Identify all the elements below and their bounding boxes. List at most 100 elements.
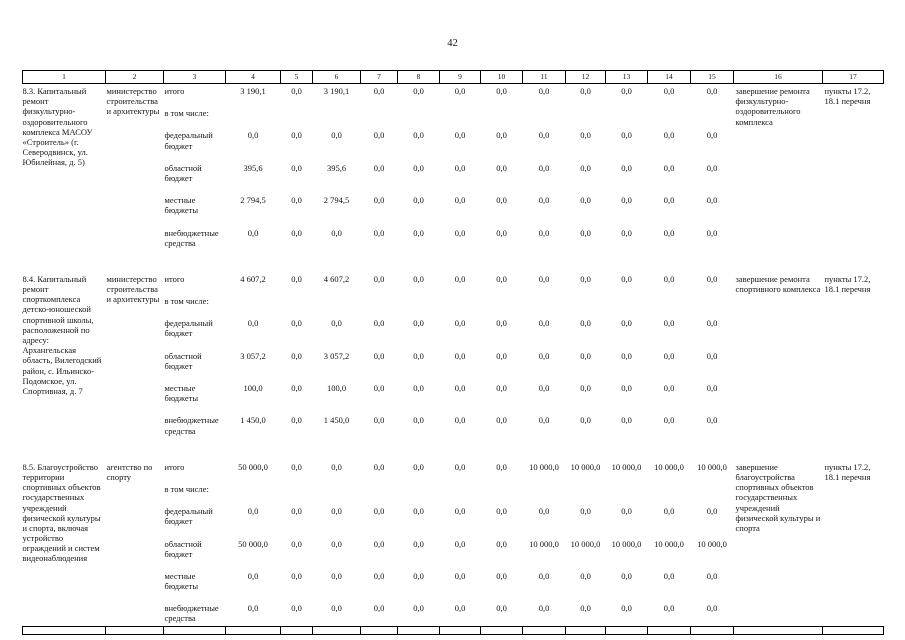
amount-cell: 0,0: [580, 162, 591, 173]
amount-cell: [691, 294, 734, 316]
expected-result-cell: завершение ремонта спортивного комплекса: [735, 273, 821, 295]
table-body: 8.3. Капитальный ремонт физкультурно-озд…: [23, 84, 884, 640]
amount-cell: 0,0: [663, 227, 675, 238]
budget-source-label: внебюджетные средства: [164, 415, 219, 436]
column-number-header: 12: [565, 70, 606, 84]
table-row: местные бюджеты 100,0 0,0 100,0 0,0 0,0 0,0 0,0…: [23, 381, 884, 413]
amount-cell: [523, 106, 566, 128]
table-row: в том числе:: [23, 106, 884, 128]
budget-source-label: федеральный бюджет: [164, 130, 213, 151]
empty-cell: [439, 626, 481, 635]
amount-cell: [313, 106, 361, 128]
amount-cell: [398, 294, 440, 316]
budget-source-label: местные бюджеты: [164, 383, 199, 404]
amount-cell: 0,0: [291, 538, 302, 549]
amount-cell: 50 000,0: [238, 461, 268, 472]
budget-source-label: внебюджетные средства: [164, 603, 219, 624]
amount-cell: 0,0: [580, 570, 591, 581]
amount-cell: 3 190,1: [323, 86, 350, 96]
amount-cell: 0,0: [621, 195, 632, 206]
amount-cell: 0,0: [291, 461, 302, 472]
amount-cell: 0,0: [413, 195, 424, 206]
expected-result-cell: завершение благоустройства спортивных об…: [735, 461, 821, 533]
column-number-header: 9: [439, 70, 481, 84]
table-row: в том числе:: [23, 294, 884, 316]
amount-cell: 0,0: [454, 273, 466, 284]
amount-cell: [481, 294, 523, 316]
amount-cell: 0,0: [580, 227, 591, 238]
amount-cell: 0,0: [663, 318, 675, 329]
empty-row: [22, 626, 884, 635]
amount-cell: 0,0: [621, 162, 632, 173]
amount-cell: [523, 294, 566, 316]
amount-cell: 0,0: [706, 162, 718, 173]
amount-cell: 0,0: [373, 86, 385, 96]
column-number-header: 6: [312, 70, 361, 84]
amount-cell: 0,0: [291, 86, 302, 96]
amount-cell: 0,0: [291, 506, 302, 517]
amount-cell: 10 000,0: [611, 461, 642, 472]
amount-cell: 0,0: [454, 130, 466, 141]
table-row: внебюджетные средства 0,0 0,0 0,0 0,0 0,0 0,0 0…: [23, 601, 884, 640]
amount-cell: [481, 482, 523, 504]
amount-cell: 0,0: [663, 86, 675, 96]
amount-cell: [226, 294, 281, 316]
amount-cell: [313, 294, 361, 316]
amount-cell: 0,0: [291, 130, 302, 141]
amount-cell: [566, 106, 606, 128]
amount-cell: 0,0: [454, 350, 466, 361]
amount-cell: 0,0: [496, 162, 507, 173]
table-row: областной бюджет 50 000,0 0,0 0,0 0,0 0,0 0,0 0…: [23, 537, 884, 569]
page-number: 42: [447, 38, 458, 49]
amount-cell: 2 794,5: [240, 195, 266, 206]
amount-cell: 10 000,0: [570, 461, 601, 472]
table-row: внебюджетные средства 1 450,0 0,0 1 450,0 0,…: [23, 413, 884, 459]
table-header: 1 2 3 4 5 6 7 8 9 10 11 12 13 14 15 16 1…: [22, 70, 884, 84]
column-number-row: 1 2 3 4 5 6 7 8 9 10 11 12 13 14 15 16 1…: [22, 70, 884, 84]
column-number-header: 8: [397, 70, 440, 84]
amount-cell: 0,0: [580, 506, 591, 517]
amount-cell: [281, 106, 313, 128]
budget-source-label: итого: [164, 86, 185, 96]
amount-cell: 0,0: [454, 506, 466, 517]
column-number-header: 10: [480, 70, 523, 84]
column-number-header: 14: [647, 70, 691, 84]
amount-cell: 0,0: [580, 318, 591, 329]
amount-cell: [648, 482, 691, 504]
table-row: внебюджетные средства 0,0 0,0 0,0 0,0 0,0 0,0 0…: [23, 226, 884, 272]
amount-cell: 10 000,0: [697, 538, 727, 549]
amount-cell: 0,0: [580, 350, 591, 361]
amount-cell: 10 000,0: [654, 461, 684, 472]
empty-cell: [647, 626, 691, 635]
amount-cell: 0,0: [454, 86, 466, 96]
amount-cell: 0,0: [413, 227, 424, 238]
column-number-header: 4: [225, 70, 281, 84]
amount-cell: [361, 106, 398, 128]
budget-source-label: в том числе:: [164, 108, 209, 119]
amount-cell: 0,0: [413, 383, 424, 393]
amount-cell: 0,0: [247, 570, 259, 581]
amount-cell: 0,0: [247, 318, 259, 329]
amount-cell: 0,0: [413, 86, 424, 96]
column-number-header: 13: [605, 70, 648, 84]
amount-cell: 0,0: [413, 415, 424, 426]
amount-cell: 0,0: [454, 538, 466, 549]
amount-cell: 0,0: [663, 130, 675, 141]
activity-name-cell: 8.5. Благоустройство территории спортивн…: [22, 461, 101, 564]
amount-cell: 0,0: [706, 273, 718, 284]
amount-cell: 0,0: [580, 195, 591, 206]
amount-cell: [606, 106, 648, 128]
amount-cell: 4 607,2: [240, 273, 266, 284]
amount-cell: 0,0: [706, 130, 718, 141]
amount-cell: [440, 294, 481, 316]
amount-cell: 100,0: [326, 383, 347, 393]
amount-cell: [566, 294, 606, 316]
amount-cell: 0,0: [496, 570, 507, 581]
amount-cell: 0,0: [454, 570, 466, 581]
amount-cell: 0,0: [331, 461, 342, 472]
amount-cell: 0,0: [331, 130, 342, 141]
amount-cell: 0,0: [538, 130, 550, 141]
amount-cell: 0,0: [373, 570, 385, 581]
amount-cell: 0,0: [538, 570, 550, 581]
amount-cell: 0,0: [580, 383, 591, 393]
